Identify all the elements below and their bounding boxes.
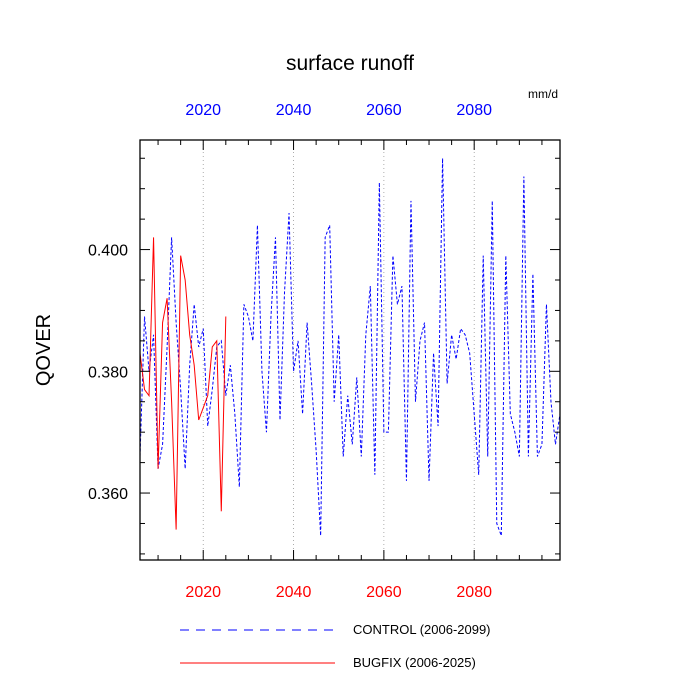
legend-control-label: CONTROL (2006-2099) bbox=[353, 622, 491, 637]
tick-labels: 2020 2020 2040 2040 2060 2060 2080 2080 0.360 0.3… bbox=[88, 102, 492, 601]
units-label: mm/d bbox=[528, 87, 558, 101]
axis-ticks bbox=[140, 140, 560, 560]
x-tick-label-bottom-2040: 2040 bbox=[276, 584, 312, 601]
chart-title: surface runoff bbox=[286, 52, 414, 75]
x-tick-label-top-2060: 2060 bbox=[366, 102, 402, 119]
plot-frame bbox=[139, 139, 561, 561]
x-tick-label-top-2040: 2040 bbox=[276, 102, 312, 119]
x-tick-label-top-2080: 2080 bbox=[456, 102, 492, 119]
grid-lines bbox=[202, 140, 475, 560]
x-tick-label-top-2020: 2020 bbox=[185, 102, 221, 119]
x-tick-label-bottom-2060: 2060 bbox=[366, 584, 402, 601]
y-axis-label: QOVER bbox=[33, 314, 55, 386]
y-tick-label-2: 0.400 bbox=[88, 243, 128, 260]
series-line-bugfix bbox=[139, 237, 227, 530]
series-line-control bbox=[139, 158, 561, 536]
x-tick-label-bottom-2080: 2080 bbox=[456, 584, 492, 601]
y-tick-label-0: 0.360 bbox=[88, 486, 128, 503]
legend: CONTROL (2006-2099) BUGFIX (2006-2025) bbox=[180, 622, 491, 670]
plot-series bbox=[139, 158, 561, 536]
legend-bugfix-label: BUGFIX (2006-2025) bbox=[353, 655, 476, 670]
y-tick-label-1: 0.380 bbox=[88, 364, 128, 381]
x-tick-label-bottom-2020: 2020 bbox=[185, 584, 221, 601]
